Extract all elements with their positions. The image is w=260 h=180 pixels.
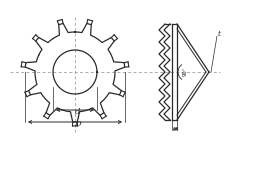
- Text: e: e: [172, 125, 177, 133]
- Text: t: t: [218, 30, 221, 38]
- Text: d: d: [75, 108, 81, 116]
- Text: D: D: [74, 120, 80, 128]
- Text: 90°: 90°: [183, 66, 187, 76]
